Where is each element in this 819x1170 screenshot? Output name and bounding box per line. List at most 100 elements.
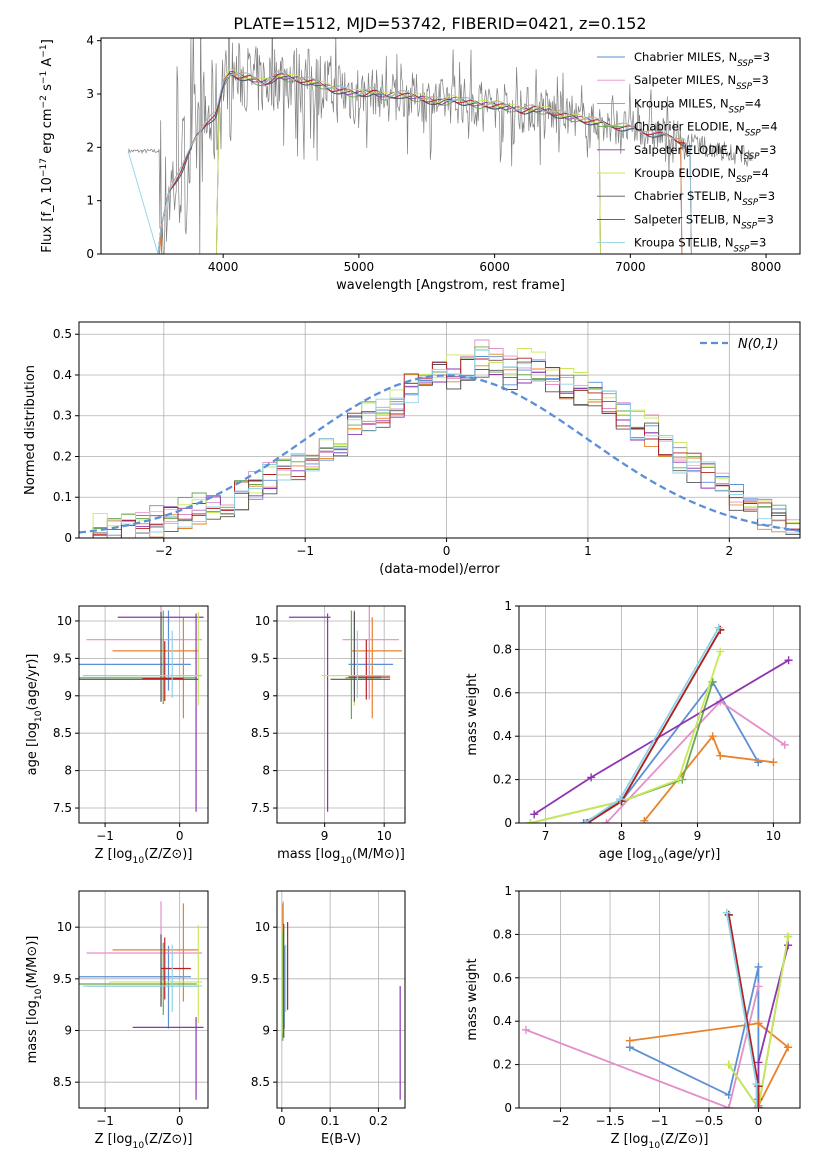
legend-label-tail: =3 [753, 50, 770, 64]
weight_vs_Z-ytick-label: 0.6 [493, 971, 512, 985]
chabrier-miles-weight-line [583, 680, 759, 823]
weight_vs_Z-xtick-label: −1.5 [595, 1114, 624, 1128]
legend-label-sub: SSP [741, 221, 758, 231]
age_vs_mass-ytick-label: 8.5 [251, 726, 270, 740]
legend-label-kroupa-elodie: Kroupa ELODIE, NSSP=4 [634, 166, 769, 185]
salpeter-elodie-weight-marker [784, 941, 793, 950]
spectrum-xlabel: wavelength [Angstrom, rest frame] [336, 278, 565, 293]
kroupa-elodie-residual-hist [79, 348, 800, 538]
mass_vs_ebv-xlabel-part: E(B-V) [321, 1132, 361, 1147]
mass_vs_Z-xtick-label: −1 [96, 1114, 114, 1128]
weight_vs_Z-xtick-label: −1 [651, 1114, 669, 1128]
weight_vs_Z-ytick-label: 0 [504, 1101, 512, 1115]
weight_vs_age-ytick-label: 0.2 [493, 773, 512, 787]
age_vs_mass-xlabel-part: (M/M⊙)] [352, 847, 405, 862]
age_vs_Z-ylabel-part: age [ [25, 742, 40, 775]
spectrum-ylabel-part: ] [40, 39, 55, 44]
legend-label-salpeter-stelib: Salpeter STELIB, NSSP=3 [634, 212, 774, 231]
kroupa-stelib-weight-marker [581, 819, 590, 823]
weight_vs_Z-panel: −2 −1.5 −1 −0.5 0 0 0.2 0.4 0.6 0.8 1 Z [log10(Z/Z⊙… [465, 884, 801, 1151]
mass_vs_Z-ylabel-sub: 10 [34, 988, 44, 1000]
kroupa-elodie-weight-marker [526, 819, 535, 823]
kroupa-elodie-weight-marker [716, 647, 725, 656]
weight_vs_age-frame [518, 605, 801, 824]
residuals-xtick-label: −2 [155, 544, 173, 558]
spectrum-ylabel: Flux [f_λ 10−17 erg cm−2 s−1 A−1] [39, 39, 55, 253]
weight_vs_age-xlabel-part: log [632, 847, 652, 862]
residuals-ytick-label: 0.2 [53, 449, 72, 463]
mass_vs_ebv-ytick-label: 9 [262, 1024, 270, 1038]
age_vs_Z-ylabel: age [log10(age/yr)] [25, 654, 44, 776]
mass_vs_ebv-frame [276, 890, 406, 1109]
kroupa-stelib-weight-marker [722, 908, 731, 917]
spectrum-ylabel-sup: −1 [39, 44, 49, 57]
kroupa-stelib-weight-marker [752, 1080, 761, 1089]
mass_vs_Z-xlabel: Z [log10(Z/Z⊙)] [95, 1132, 193, 1151]
legend-label-main: Salpeter ELODIE, N [634, 143, 744, 157]
weight_vs_Z-ytick-label: 1 [504, 884, 512, 898]
weight_vs_Z-ytick-label: 0.4 [493, 1014, 512, 1028]
age_vs_Z-frame [78, 605, 209, 824]
residuals-plot-area [79, 322, 800, 538]
weight_vs_age-xlabel: age [log10(age/yr)] [599, 847, 721, 866]
salpeter-miles-weight-marker [602, 819, 611, 823]
mass_vs_ebv-plot-area [277, 891, 405, 1108]
age_vs_mass-ytick-label: 7.5 [251, 801, 270, 815]
legend-label-sub: SSP [744, 152, 761, 162]
mass_vs_ebv-ytick-label: 9.5 [251, 972, 270, 986]
spectrum-panel: 4000 5000 6000 7000 8000 0 1 2 3 4 wavelength [Ang… [39, 34, 801, 293]
residuals-xlabel-part: (data-model)/error [379, 562, 500, 577]
age_vs_Z-xlabel: Z [log10(Z/Z⊙)] [95, 847, 193, 866]
age_vs_mass-frame [276, 605, 406, 824]
legend-label-main: Chabrier ELODIE, N [634, 120, 745, 134]
spectrum-ytick-label: 0 [86, 247, 94, 261]
age_vs_Z-ytick-label: 9.5 [53, 651, 72, 665]
salpeter-stelib-model-line [157, 73, 692, 254]
mass_vs_Z-ytick-label: 8.5 [53, 1075, 72, 1089]
legend-label-chabrier-stelib: Chabrier STELIB, NSSP=3 [634, 189, 775, 208]
residuals-xtick-label: 0 [443, 544, 451, 558]
mass_vs_Z-ytick-label: 9 [64, 1024, 72, 1038]
weight_vs_Z-xlabel-part: Z [ [611, 1132, 629, 1147]
legend-label-tail: =4 [761, 120, 778, 134]
kroupa-miles-weight-marker [754, 1019, 763, 1028]
age_vs_Z-xtick-label: −1 [96, 829, 114, 843]
age_vs_Z-ylabel-sub: 10 [34, 710, 44, 722]
mass_vs_Z-xtick-label: 0 [176, 1114, 184, 1128]
weight_vs_age-xtick-label: 9 [694, 829, 702, 843]
age_vs_mass-xtick-label: 9 [321, 829, 329, 843]
residuals-xtick-label: 1 [584, 544, 592, 558]
figure-title: PLATE=1512, MJD=53742, FIBERID=0421, z=0… [233, 14, 646, 33]
age_vs_mass-xtick-label: 10 [377, 829, 392, 843]
mass_vs_ebv-ytick-label: 10 [255, 920, 270, 934]
weight_vs_age-xtick-label: 10 [766, 829, 781, 843]
legend-label-tail: =3 [752, 73, 769, 87]
kroupa-miles-weight-marker [625, 1036, 634, 1045]
spectrum-xtick-label: 5000 [344, 260, 375, 274]
legend-label-sub: SSP [729, 105, 746, 115]
age_vs_Z-ytick-label: 10 [57, 614, 72, 628]
mass_vs_Z-xlabel-part: (Z/Z⊙)] [144, 1132, 192, 1147]
age_vs_Z-xlabel-part: Z [ [95, 847, 113, 862]
weight_vs_Z-xtick-label: −2 [552, 1114, 570, 1128]
weight_vs_Z-xlabel-sub: 10 [649, 1141, 661, 1151]
age_vs_mass-ytick-label: 8 [262, 764, 270, 778]
weight_vs_age-ylabel-part: mass weight [465, 673, 480, 755]
weight_vs_age-ytick-label: 1 [504, 599, 512, 613]
weight_vs_age-xtick-label: 8 [618, 829, 626, 843]
chabrier-miles-residual-hist [79, 356, 800, 538]
legend-label-sub: SSP [736, 82, 753, 92]
age_vs_mass-xlabel-sub: 10 [340, 856, 352, 866]
salpeter-miles-weight-marker [724, 1104, 733, 1108]
chabrier-stelib-residual-hist [79, 361, 800, 538]
chabrier-miles-weight-marker [754, 962, 763, 971]
chabrier-miles-weight-marker [579, 819, 588, 823]
age_vs_Z-ytick-label: 9 [64, 689, 72, 703]
legend-label-chabrier-miles: Chabrier MILES, NSSP=3 [634, 50, 770, 69]
residuals-frame [78, 321, 801, 539]
residuals-panel: −2 −1 0 1 2 0 0.1 0.2 0.3 0.4 0.5 (data-model)/erro… [23, 321, 801, 577]
legend-label-main: Chabrier STELIB, N [634, 189, 742, 203]
